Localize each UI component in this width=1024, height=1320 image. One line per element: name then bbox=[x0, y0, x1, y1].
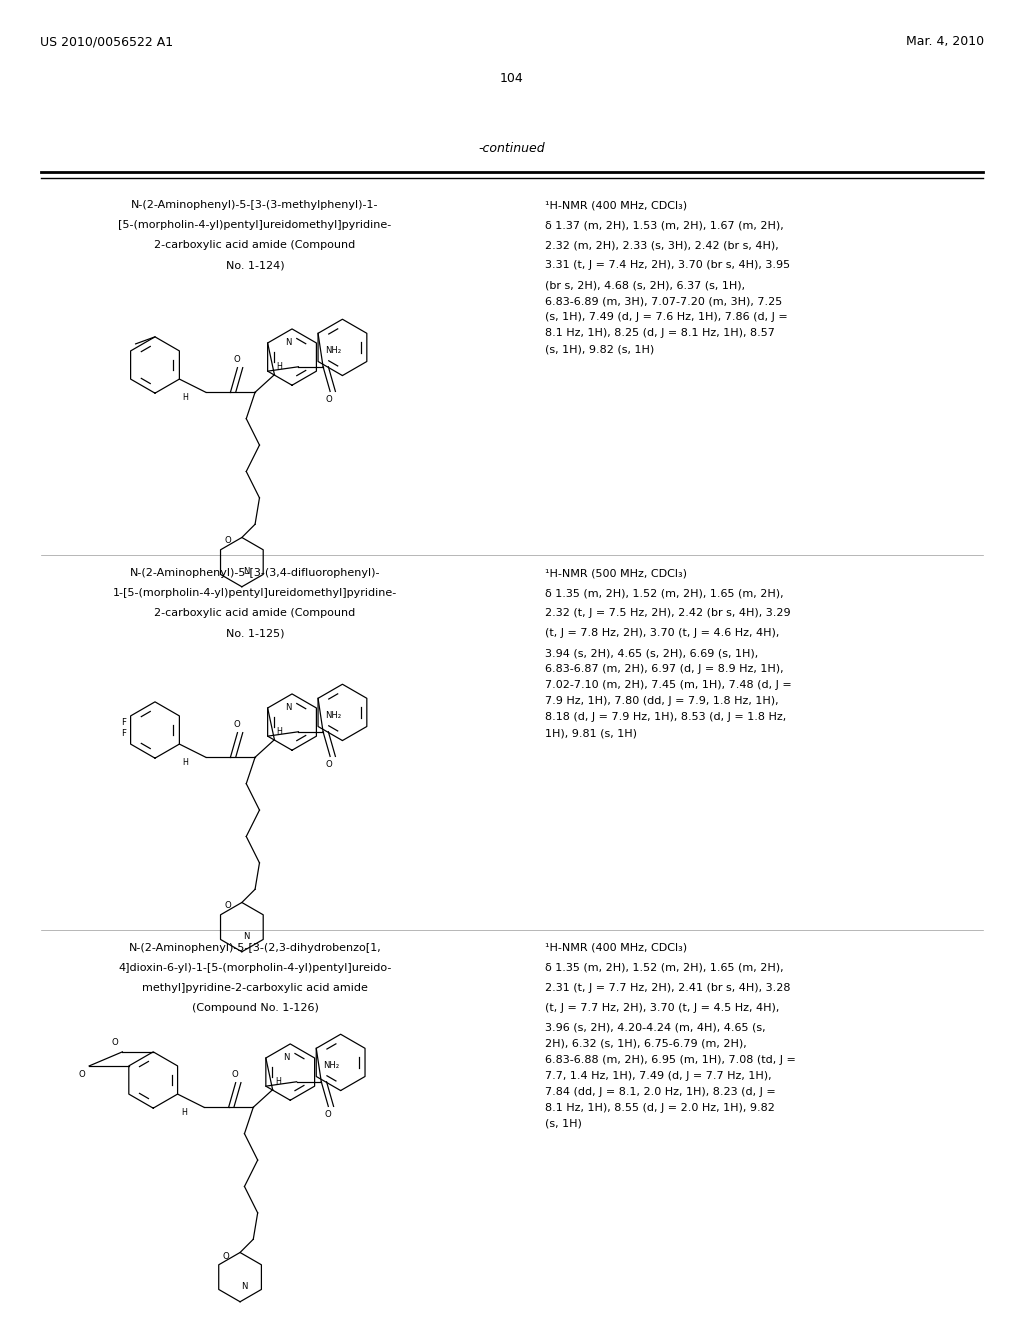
Text: O: O bbox=[326, 395, 333, 404]
Text: 7.7, 1.4 Hz, 1H), 7.49 (d, J = 7.7 Hz, 1H),: 7.7, 1.4 Hz, 1H), 7.49 (d, J = 7.7 Hz, 1… bbox=[545, 1071, 772, 1081]
Text: O: O bbox=[78, 1071, 85, 1080]
Text: O: O bbox=[233, 721, 240, 729]
Text: No. 1-125): No. 1-125) bbox=[225, 628, 285, 638]
Text: 6.83-6.87 (m, 2H), 6.97 (d, J = 8.9 Hz, 1H),: 6.83-6.87 (m, 2H), 6.97 (d, J = 8.9 Hz, … bbox=[545, 664, 783, 675]
Text: H: H bbox=[276, 362, 283, 371]
Text: δ 1.35 (m, 2H), 1.52 (m, 2H), 1.65 (m, 2H),: δ 1.35 (m, 2H), 1.52 (m, 2H), 1.65 (m, 2… bbox=[545, 964, 783, 973]
Text: 2-carboxylic acid amide (Compound: 2-carboxylic acid amide (Compound bbox=[155, 609, 355, 618]
Text: N: N bbox=[286, 702, 292, 711]
Text: 3.31 (t, J = 7.4 Hz, 2H), 3.70 (br s, 4H), 3.95: 3.31 (t, J = 7.4 Hz, 2H), 3.70 (br s, 4H… bbox=[545, 260, 791, 271]
Text: 1H), 9.81 (s, 1H): 1H), 9.81 (s, 1H) bbox=[545, 729, 637, 738]
Text: H: H bbox=[276, 727, 283, 737]
Text: O: O bbox=[326, 760, 333, 770]
Text: 6.83-6.88 (m, 2H), 6.95 (m, 1H), 7.08 (td, J =: 6.83-6.88 (m, 2H), 6.95 (m, 1H), 7.08 (t… bbox=[545, 1055, 796, 1065]
Text: 8.1 Hz, 1H), 8.25 (d, J = 8.1 Hz, 1H), 8.57: 8.1 Hz, 1H), 8.25 (d, J = 8.1 Hz, 1H), 8… bbox=[545, 327, 775, 338]
Text: No. 1-124): No. 1-124) bbox=[225, 260, 285, 271]
Text: 8.18 (d, J = 7.9 Hz, 1H), 8.53 (d, J = 1.8 Hz,: 8.18 (d, J = 7.9 Hz, 1H), 8.53 (d, J = 1… bbox=[545, 711, 786, 722]
Text: 7.84 (dd, J = 8.1, 2.0 Hz, 1H), 8.23 (d, J =: 7.84 (dd, J = 8.1, 2.0 Hz, 1H), 8.23 (d,… bbox=[545, 1086, 776, 1097]
Text: 104: 104 bbox=[500, 71, 524, 84]
Text: O: O bbox=[223, 1251, 229, 1261]
Text: O: O bbox=[231, 1071, 239, 1080]
Text: (br s, 2H), 4.68 (s, 2H), 6.37 (s, 1H),: (br s, 2H), 4.68 (s, 2H), 6.37 (s, 1H), bbox=[545, 280, 745, 290]
Text: [5-(morpholin-4-yl)pentyl]ureidomethyl]pyridine-: [5-(morpholin-4-yl)pentyl]ureidomethyl]p… bbox=[119, 220, 391, 230]
Text: 2H), 6.32 (s, 1H), 6.75-6.79 (m, 2H),: 2H), 6.32 (s, 1H), 6.75-6.79 (m, 2H), bbox=[545, 1039, 746, 1049]
Text: δ 1.35 (m, 2H), 1.52 (m, 2H), 1.65 (m, 2H),: δ 1.35 (m, 2H), 1.52 (m, 2H), 1.65 (m, 2… bbox=[545, 587, 783, 598]
Text: O: O bbox=[233, 355, 240, 364]
Text: N: N bbox=[242, 1282, 248, 1291]
Text: N-(2-Aminophenyl)-5-[3-(2,3-dihydrobenzo[1,: N-(2-Aminophenyl)-5-[3-(2,3-dihydrobenzo… bbox=[129, 942, 381, 953]
Text: (Compound No. 1-126): (Compound No. 1-126) bbox=[191, 1003, 318, 1012]
Text: methyl]pyridine-2-carboxylic acid amide: methyl]pyridine-2-carboxylic acid amide bbox=[142, 983, 368, 993]
Text: ¹H-NMR (400 MHz, CDCl₃): ¹H-NMR (400 MHz, CDCl₃) bbox=[545, 201, 687, 210]
Text: US 2010/0056522 A1: US 2010/0056522 A1 bbox=[40, 36, 173, 49]
Text: NH₂: NH₂ bbox=[325, 711, 341, 721]
Text: 6.83-6.89 (m, 3H), 7.07-7.20 (m, 3H), 7.25: 6.83-6.89 (m, 3H), 7.07-7.20 (m, 3H), 7.… bbox=[545, 296, 782, 306]
Text: (t, J = 7.8 Hz, 2H), 3.70 (t, J = 4.6 Hz, 4H),: (t, J = 7.8 Hz, 2H), 3.70 (t, J = 4.6 Hz… bbox=[545, 628, 779, 638]
Text: Mar. 4, 2010: Mar. 4, 2010 bbox=[906, 36, 984, 49]
Text: O: O bbox=[224, 536, 231, 545]
Text: 2.32 (t, J = 7.5 Hz, 2H), 2.42 (br s, 4H), 3.29: 2.32 (t, J = 7.5 Hz, 2H), 2.42 (br s, 4H… bbox=[545, 609, 791, 618]
Text: N: N bbox=[286, 338, 292, 347]
Text: (s, 1H): (s, 1H) bbox=[545, 1119, 582, 1129]
Text: 1-[5-(morpholin-4-yl)pentyl]ureidomethyl]pyridine-: 1-[5-(morpholin-4-yl)pentyl]ureidomethyl… bbox=[113, 587, 397, 598]
Text: H: H bbox=[274, 1077, 281, 1086]
Text: H: H bbox=[181, 1107, 186, 1117]
Text: (s, 1H), 7.49 (d, J = 7.6 Hz, 1H), 7.86 (d, J =: (s, 1H), 7.49 (d, J = 7.6 Hz, 1H), 7.86 … bbox=[545, 312, 787, 322]
Text: ¹H-NMR (500 MHz, CDCl₃): ¹H-NMR (500 MHz, CDCl₃) bbox=[545, 568, 687, 578]
Text: N-(2-Aminophenyl)-5-[3-(3,4-difluorophenyl)-: N-(2-Aminophenyl)-5-[3-(3,4-difluorophen… bbox=[130, 568, 380, 578]
Text: ¹H-NMR (400 MHz, CDCl₃): ¹H-NMR (400 MHz, CDCl₃) bbox=[545, 942, 687, 953]
Text: 2-carboxylic acid amide (Compound: 2-carboxylic acid amide (Compound bbox=[155, 240, 355, 249]
Text: H: H bbox=[182, 393, 188, 401]
Text: O: O bbox=[112, 1039, 118, 1048]
Text: 7.02-7.10 (m, 2H), 7.45 (m, 1H), 7.48 (d, J =: 7.02-7.10 (m, 2H), 7.45 (m, 1H), 7.48 (d… bbox=[545, 680, 792, 690]
Text: F: F bbox=[121, 729, 126, 738]
Text: 2.31 (t, J = 7.7 Hz, 2H), 2.41 (br s, 4H), 3.28: 2.31 (t, J = 7.7 Hz, 2H), 2.41 (br s, 4H… bbox=[545, 983, 791, 993]
Text: 7.9 Hz, 1H), 7.80 (dd, J = 7.9, 1.8 Hz, 1H),: 7.9 Hz, 1H), 7.80 (dd, J = 7.9, 1.8 Hz, … bbox=[545, 696, 778, 706]
Text: N: N bbox=[243, 568, 250, 577]
Text: H: H bbox=[182, 758, 188, 767]
Text: -continued: -continued bbox=[478, 141, 546, 154]
Text: 3.94 (s, 2H), 4.65 (s, 2H), 6.69 (s, 1H),: 3.94 (s, 2H), 4.65 (s, 2H), 6.69 (s, 1H)… bbox=[545, 648, 758, 657]
Text: 8.1 Hz, 1H), 8.55 (d, J = 2.0 Hz, 1H), 9.82: 8.1 Hz, 1H), 8.55 (d, J = 2.0 Hz, 1H), 9… bbox=[545, 1104, 775, 1113]
Text: (t, J = 7.7 Hz, 2H), 3.70 (t, J = 4.5 Hz, 4H),: (t, J = 7.7 Hz, 2H), 3.70 (t, J = 4.5 Hz… bbox=[545, 1003, 779, 1012]
Text: 3.96 (s, 2H), 4.20-4.24 (m, 4H), 4.65 (s,: 3.96 (s, 2H), 4.20-4.24 (m, 4H), 4.65 (s… bbox=[545, 1023, 766, 1034]
Text: (s, 1H), 9.82 (s, 1H): (s, 1H), 9.82 (s, 1H) bbox=[545, 345, 654, 354]
Text: N-(2-Aminophenyl)-5-[3-(3-methylphenyl)-1-: N-(2-Aminophenyl)-5-[3-(3-methylphenyl)-… bbox=[131, 201, 379, 210]
Text: N: N bbox=[243, 932, 250, 941]
Text: NH₂: NH₂ bbox=[325, 346, 341, 355]
Text: F: F bbox=[121, 718, 126, 727]
Text: 2.32 (m, 2H), 2.33 (s, 3H), 2.42 (br s, 4H),: 2.32 (m, 2H), 2.33 (s, 3H), 2.42 (br s, … bbox=[545, 240, 778, 249]
Text: NH₂: NH₂ bbox=[324, 1061, 339, 1071]
Text: O: O bbox=[324, 1110, 331, 1119]
Text: O: O bbox=[224, 902, 231, 911]
Text: δ 1.37 (m, 2H), 1.53 (m, 2H), 1.67 (m, 2H),: δ 1.37 (m, 2H), 1.53 (m, 2H), 1.67 (m, 2… bbox=[545, 220, 783, 230]
Text: 4]dioxin-6-yl)-1-[5-(morpholin-4-yl)pentyl]ureido-: 4]dioxin-6-yl)-1-[5-(morpholin-4-yl)pent… bbox=[119, 964, 392, 973]
Text: N: N bbox=[284, 1053, 290, 1061]
